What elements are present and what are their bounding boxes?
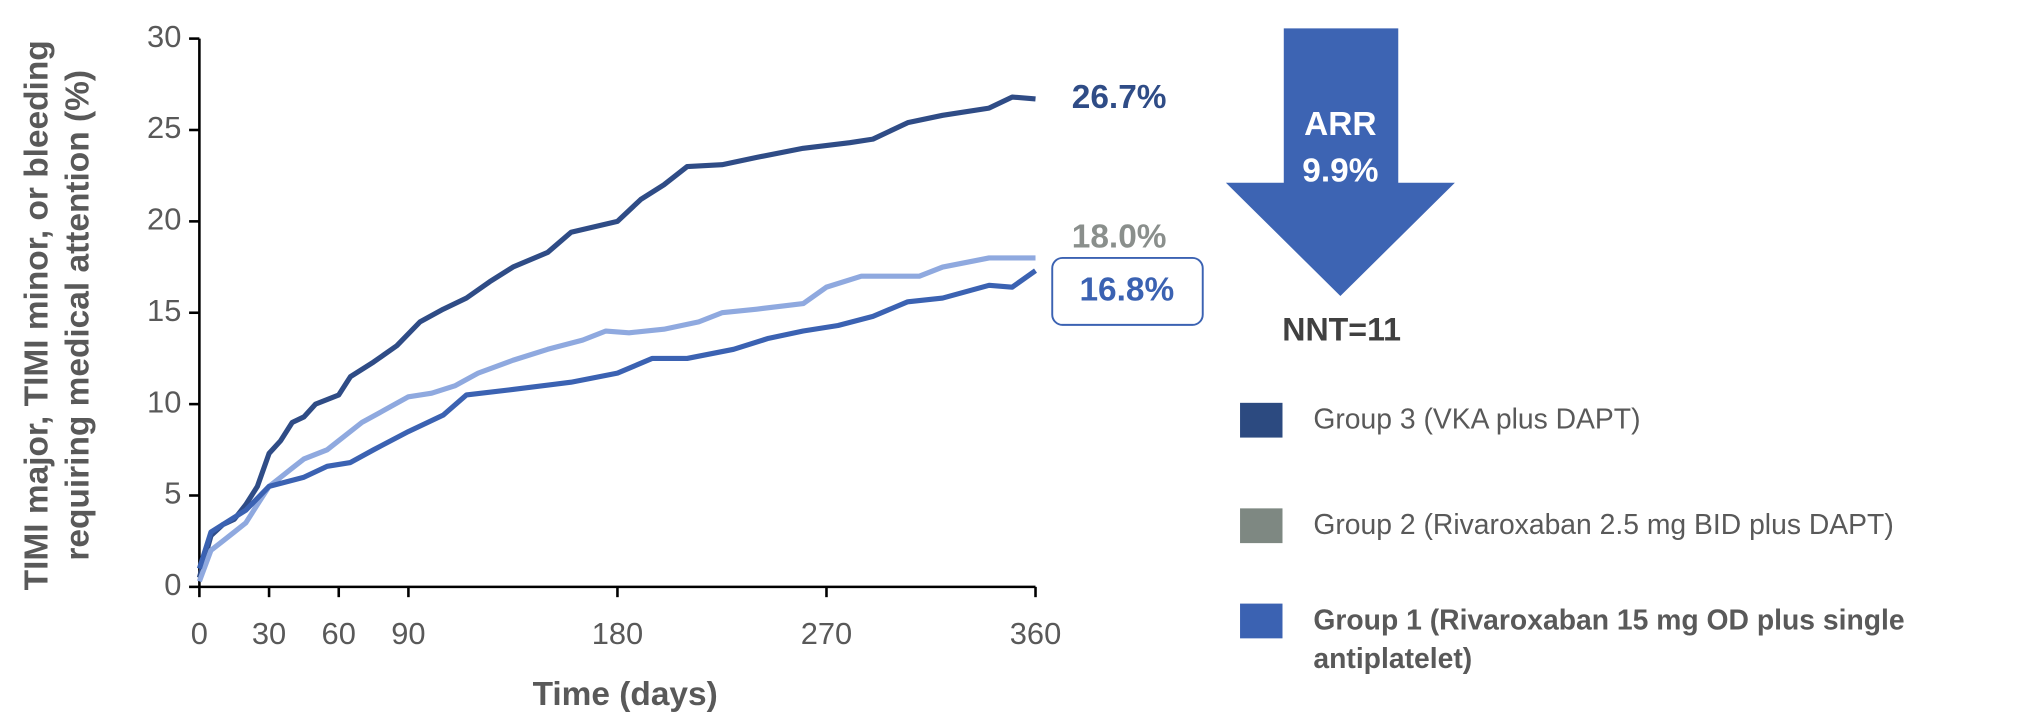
legend-swatch (1240, 508, 1283, 544)
legend-entry: Group 2 (Rivaroxaban 2.5 mg BID plus DAP… (1313, 508, 1894, 541)
arrow (1225, 28, 1455, 297)
nnt-note: NNT=11 (1282, 312, 1401, 348)
legend-label: Group 3 (VKA plus DAPT) (1313, 402, 1641, 436)
end-label: 18.0% (1072, 218, 1167, 255)
y-tick-label: 25 (147, 110, 181, 145)
x-tick-label: 180 (592, 616, 644, 651)
legend-label: Group 2 (Rivaroxaban 2.5 mg BID plus DAP… (1313, 508, 1894, 541)
y-tick-label: 20 (147, 202, 181, 237)
series-line (196, 94, 1036, 579)
x-tick-label: 90 (391, 616, 425, 651)
arrow-title: ARR (1304, 106, 1376, 143)
series-line (196, 255, 1036, 583)
x-axis-title: Time (days) (533, 676, 718, 713)
legend-label: Group 1 (Rivaroxaban 15 mg OD plus singl… (1313, 603, 1905, 675)
legend-swatch (1240, 402, 1283, 438)
y-tick-label: 15 (147, 293, 181, 328)
y-tick-label: 5 (164, 476, 181, 511)
legend-entry: Group 1 (Rivaroxaban 15 mg OD plus singl… (1313, 603, 1905, 675)
y-tick-label: 30 (147, 19, 181, 54)
x-tick-label: 270 (801, 616, 853, 651)
arrow-value: 9.9% (1302, 152, 1378, 189)
end-label: 26.7% (1072, 79, 1167, 116)
end-label: 16.8% (1079, 271, 1174, 308)
end-label-box (1051, 257, 1204, 326)
y-axis-title: requiring medical attention (%) (60, 70, 97, 561)
x-tick-label: 30 (252, 616, 286, 651)
x-tick-label: 0 (191, 616, 208, 651)
legend-swatch (1240, 603, 1283, 639)
x-tick-label: 60 (322, 616, 356, 651)
y-tick-label: 10 (147, 384, 181, 419)
y-tick-label: 0 (164, 567, 181, 602)
x-tick-label: 360 (1010, 616, 1062, 651)
legend-entry: Group 3 (VKA plus DAPT) (1313, 402, 1641, 436)
series-line (196, 268, 1037, 570)
y-axis-title: TIMI major, TIMI minor, or bleeding (18, 40, 55, 590)
